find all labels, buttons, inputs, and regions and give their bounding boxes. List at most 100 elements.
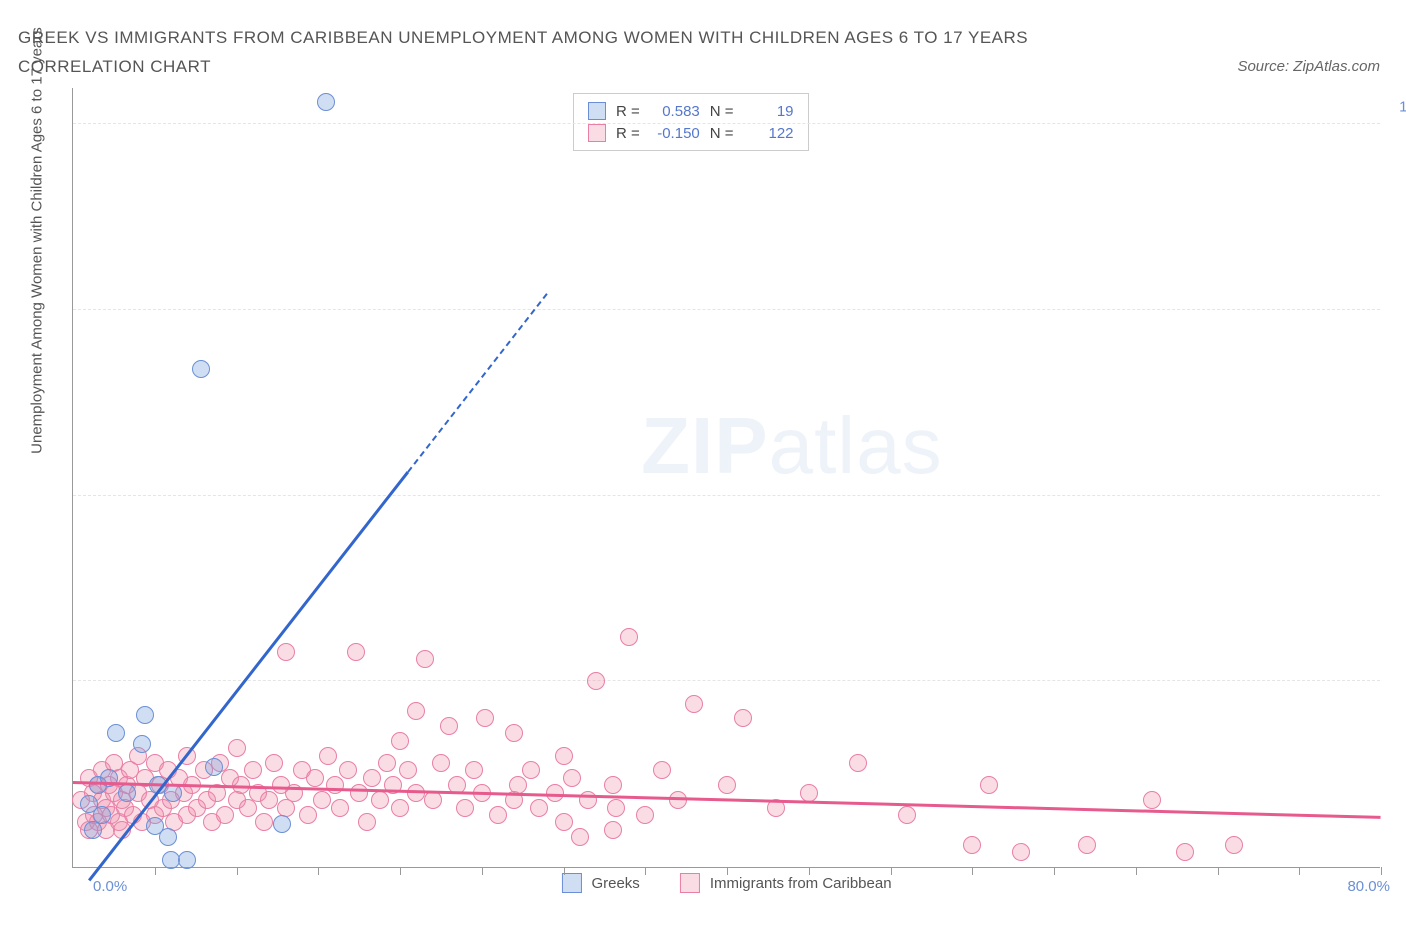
swatch-greeks xyxy=(588,102,606,120)
caribbean-point xyxy=(391,799,409,817)
caribbean-point xyxy=(607,799,625,817)
caribbean-point xyxy=(299,806,317,824)
n-value-greeks: 19 xyxy=(744,103,794,120)
stats-box: R = 0.583 N = 19 R = -0.150 N = 122 xyxy=(573,93,809,151)
legend-label-caribbean: Immigrants from Caribbean xyxy=(710,875,892,892)
greeks-point xyxy=(317,93,335,111)
n-value-caribbean: 122 xyxy=(744,125,794,142)
caribbean-point xyxy=(604,776,622,794)
caribbean-point xyxy=(347,643,365,661)
caribbean-point xyxy=(432,754,450,772)
caribbean-point xyxy=(620,628,638,646)
caribbean-point xyxy=(505,724,523,742)
caribbean-point xyxy=(509,776,527,794)
caribbean-point xyxy=(963,836,981,854)
caribbean-point xyxy=(1012,843,1030,861)
r-value-caribbean: -0.150 xyxy=(650,125,700,142)
caribbean-point xyxy=(265,754,283,772)
grid-line xyxy=(73,309,1380,310)
greeks-point xyxy=(205,758,223,776)
caribbean-point xyxy=(849,754,867,772)
caribbean-point xyxy=(669,791,687,809)
legend-swatch-greeks xyxy=(561,873,581,893)
grid-line xyxy=(73,495,1380,496)
watermark: ZIPatlas xyxy=(641,400,942,492)
caribbean-point xyxy=(604,821,622,839)
greeks-point xyxy=(133,735,151,753)
y-tick-label: 50.0% xyxy=(1390,470,1406,487)
greeks-point xyxy=(93,806,111,824)
greeks-point xyxy=(162,851,180,869)
stats-row-greeks: R = 0.583 N = 19 xyxy=(588,100,794,122)
caribbean-point xyxy=(319,747,337,765)
caribbean-point xyxy=(371,791,389,809)
x-tick xyxy=(1299,867,1300,875)
caribbean-point xyxy=(456,799,474,817)
caribbean-point xyxy=(980,776,998,794)
caribbean-point xyxy=(530,799,548,817)
x-tick xyxy=(1381,867,1382,875)
y-axis-label: Unemployment Among Women with Children A… xyxy=(29,27,46,454)
x-min-label: 0.0% xyxy=(93,878,127,895)
x-tick xyxy=(809,867,810,875)
greeks-point xyxy=(136,706,154,724)
bottom-legend: Greeks Immigrants from Caribbean xyxy=(561,873,891,893)
caribbean-point xyxy=(228,739,246,757)
caribbean-point xyxy=(255,813,273,831)
swatch-caribbean xyxy=(588,124,606,142)
x-tick xyxy=(645,867,646,875)
legend-label-greeks: Greeks xyxy=(591,875,639,892)
x-tick xyxy=(1218,867,1219,875)
grid-line xyxy=(73,680,1380,681)
chart-area: Unemployment Among Women with Children A… xyxy=(42,88,1382,888)
caribbean-point xyxy=(476,709,494,727)
caribbean-point xyxy=(489,806,507,824)
greeks-point xyxy=(178,851,196,869)
r-value-greeks: 0.583 xyxy=(650,103,700,120)
plot-region: ZIPatlas R = 0.583 N = 19 R = -0.150 N =… xyxy=(72,88,1380,868)
caribbean-point xyxy=(391,732,409,750)
greeks-point xyxy=(118,784,136,802)
legend-swatch-caribbean xyxy=(680,873,700,893)
caribbean-point xyxy=(260,791,278,809)
x-max-label: 80.0% xyxy=(1347,878,1390,895)
x-tick xyxy=(891,867,892,875)
watermark-light: atlas xyxy=(769,401,943,490)
caribbean-point xyxy=(378,754,396,772)
caribbean-point xyxy=(244,761,262,779)
caribbean-point xyxy=(1078,836,1096,854)
caribbean-point xyxy=(440,717,458,735)
caribbean-point xyxy=(339,761,357,779)
caribbean-point xyxy=(399,761,417,779)
caribbean-point xyxy=(685,695,703,713)
greeks-point xyxy=(273,815,291,833)
legend-item-greeks: Greeks xyxy=(561,873,639,893)
x-tick xyxy=(1054,867,1055,875)
n-label: N = xyxy=(710,125,734,142)
caribbean-point xyxy=(277,643,295,661)
caribbean-point xyxy=(424,791,442,809)
n-label: N = xyxy=(710,103,734,120)
chart-title: GREEK VS IMMIGRANTS FROM CARIBBEAN UNEMP… xyxy=(18,24,1118,82)
caribbean-point xyxy=(718,776,736,794)
y-tick-label: 100.0% xyxy=(1390,99,1406,116)
caribbean-point xyxy=(350,784,368,802)
caribbean-point xyxy=(1176,843,1194,861)
y-tick-label: 25.0% xyxy=(1390,656,1406,673)
caribbean-point xyxy=(555,813,573,831)
watermark-bold: ZIP xyxy=(641,401,768,490)
stats-row-caribbean: R = -0.150 N = 122 xyxy=(588,122,794,144)
caribbean-point xyxy=(358,813,376,831)
caribbean-point xyxy=(326,776,344,794)
x-tick xyxy=(482,867,483,875)
x-tick xyxy=(237,867,238,875)
caribbean-point xyxy=(800,784,818,802)
x-tick xyxy=(727,867,728,875)
greeks-point xyxy=(192,360,210,378)
caribbean-point xyxy=(898,806,916,824)
greeks-point xyxy=(159,828,177,846)
caribbean-point xyxy=(571,828,589,846)
caribbean-point xyxy=(306,769,324,787)
x-tick xyxy=(564,867,565,875)
caribbean-point xyxy=(653,761,671,779)
